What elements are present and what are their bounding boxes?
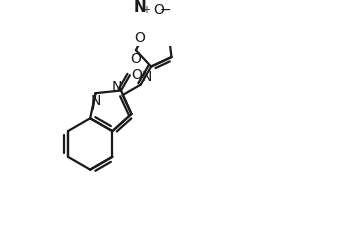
Text: O: O <box>130 52 141 66</box>
Text: N: N <box>134 0 146 15</box>
Text: N: N <box>90 94 101 108</box>
Text: −: − <box>159 3 171 17</box>
Text: O: O <box>131 68 142 82</box>
Text: O: O <box>154 3 165 17</box>
Text: O: O <box>135 31 145 45</box>
Text: N: N <box>112 80 122 94</box>
Text: +: + <box>142 5 150 15</box>
Text: N: N <box>141 70 152 84</box>
